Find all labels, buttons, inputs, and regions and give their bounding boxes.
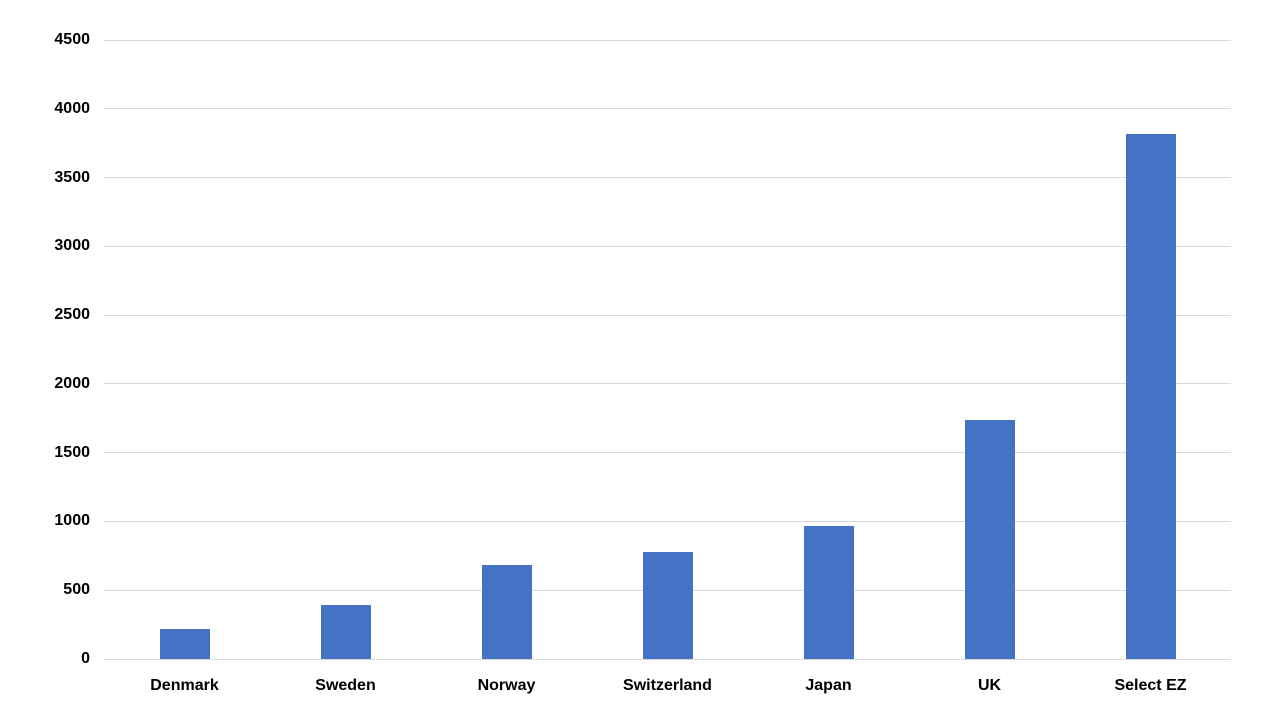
bar-japan bbox=[803, 525, 854, 659]
x-category-label: Norway bbox=[477, 677, 536, 694]
x-category-label: Sweden bbox=[315, 677, 376, 694]
x-category-label: Switzerland bbox=[623, 677, 712, 694]
bar-select-ez bbox=[1125, 133, 1176, 659]
bar-denmark bbox=[159, 628, 210, 659]
y-tick-label: 4000 bbox=[54, 99, 90, 117]
gridline bbox=[104, 108, 1231, 110]
y-tick-label: 3000 bbox=[54, 237, 90, 255]
x-category-label: Denmark bbox=[150, 677, 219, 694]
bar-norway bbox=[481, 565, 532, 659]
y-tick-label: 500 bbox=[63, 581, 90, 599]
y-tick-label: 4500 bbox=[54, 31, 90, 48]
y-axis: 0 500 1000 1500 2000 2500 3000 3500 4000 4500 bbox=[0, 31, 92, 667]
plot-area bbox=[104, 39, 1231, 660]
bar-uk bbox=[964, 419, 1015, 659]
bar-sweden bbox=[320, 605, 371, 659]
gridline bbox=[104, 177, 1231, 179]
gridline bbox=[104, 314, 1231, 316]
y-tick-label: 3500 bbox=[54, 168, 90, 186]
y-tick-label: 0 bbox=[81, 650, 90, 667]
y-tick-label: 1000 bbox=[54, 512, 90, 530]
gridline bbox=[104, 383, 1231, 385]
x-category-label: Select EZ bbox=[1114, 677, 1187, 694]
x-category-label: Japan bbox=[805, 677, 852, 694]
y-tick-label: 2500 bbox=[54, 306, 90, 324]
gridline bbox=[104, 39, 1231, 41]
y-tick-label: 2000 bbox=[54, 374, 90, 392]
x-axis: Denmark Sweden Norway Switzerland Japan UK Sel… bbox=[104, 672, 1231, 700]
gridline bbox=[104, 520, 1231, 522]
x-category-label: UK bbox=[977, 677, 1002, 694]
gridline bbox=[104, 245, 1231, 247]
y-tick-label: 1500 bbox=[54, 443, 90, 461]
bar-switzerland bbox=[642, 551, 693, 659]
gridline bbox=[104, 452, 1231, 454]
gridline bbox=[104, 658, 1231, 660]
